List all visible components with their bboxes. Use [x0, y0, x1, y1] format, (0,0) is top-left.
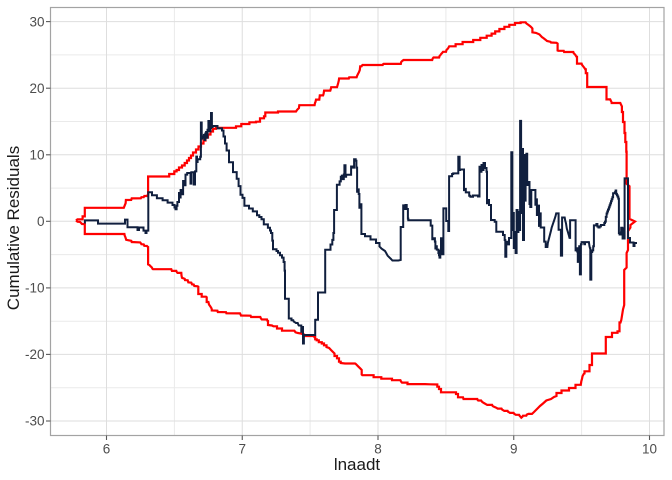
svg-text:-30: -30	[25, 414, 45, 429]
svg-text:30: 30	[29, 14, 44, 29]
svg-text:-10: -10	[25, 281, 45, 296]
svg-text:-20: -20	[25, 347, 45, 362]
svg-text:20: 20	[29, 81, 44, 96]
svg-text:Cumulative Residuals: Cumulative Residuals	[4, 146, 23, 310]
svg-text:9: 9	[510, 442, 518, 457]
svg-text:7: 7	[238, 442, 246, 457]
svg-text:8: 8	[374, 442, 382, 457]
svg-text:6: 6	[103, 442, 111, 457]
svg-text:0: 0	[37, 214, 45, 229]
svg-text:10: 10	[29, 148, 44, 163]
svg-text:10: 10	[642, 442, 657, 457]
svg-text:lnaadt: lnaadt	[334, 455, 381, 474]
